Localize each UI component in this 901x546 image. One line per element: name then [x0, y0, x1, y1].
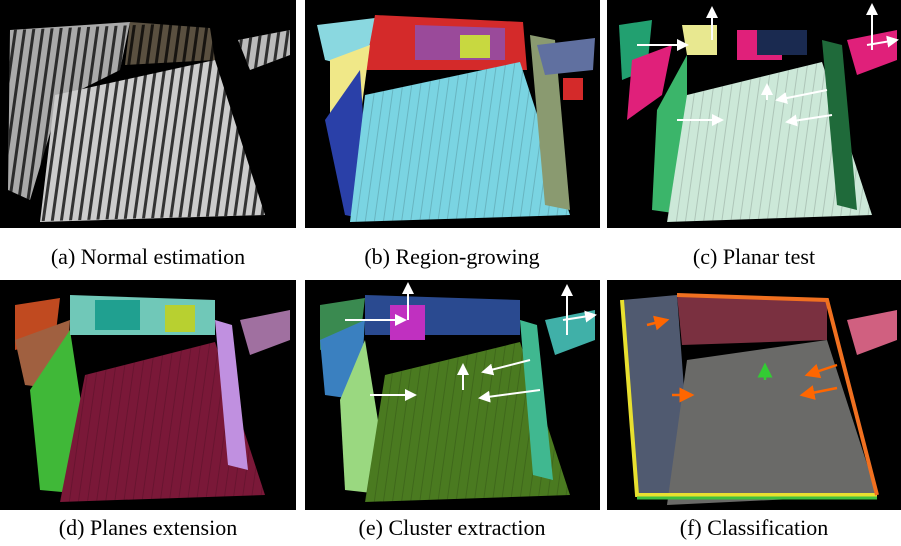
figure: (a) Normal estimation (b) Region-growing…: [0, 0, 901, 546]
panel-a-image: [0, 0, 296, 228]
caption: (b) Region-growing: [364, 244, 539, 269]
caption: (a) Normal estimation: [51, 244, 245, 269]
caption: (e) Cluster extraction: [359, 515, 546, 540]
caption: (c) Planar test: [693, 244, 815, 269]
caption: (f) Classification: [680, 515, 828, 540]
panel-f-image: [607, 280, 901, 510]
panel-c-image: [607, 0, 901, 228]
caption: (d) Planes extension: [59, 515, 237, 540]
panel-b-image: [305, 0, 600, 228]
panel-e-image: [305, 280, 600, 510]
panel-d-image: [0, 280, 296, 510]
page: (a) Normal estimation (b) Region-growing…: [0, 0, 901, 546]
